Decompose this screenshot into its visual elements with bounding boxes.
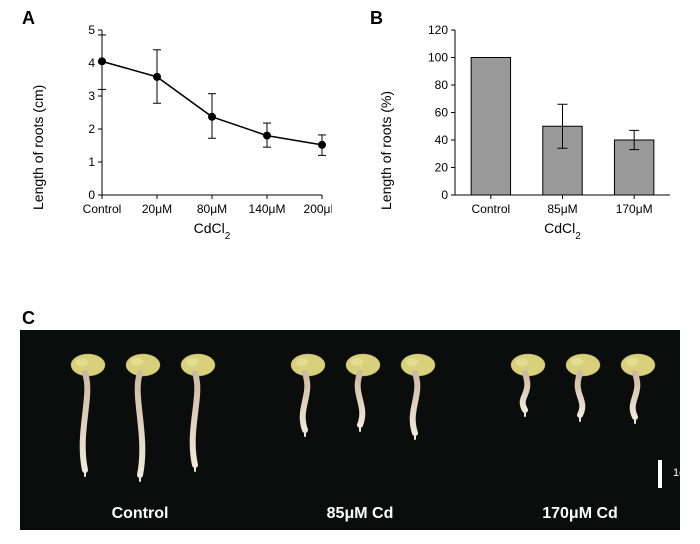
panel-c-group: 85μM Cd: [270, 345, 450, 490]
root-icon: [193, 373, 198, 465]
panel-a-xtick: 140μM: [249, 202, 286, 216]
seedling-svg: [270, 345, 450, 490]
panel-a-point: [153, 73, 161, 81]
panel-b-ytick: 60: [435, 106, 449, 120]
root-icon: [578, 373, 583, 415]
panel-a-ytick: 1: [88, 155, 95, 169]
panel-c-group: 170μM Cd: [490, 345, 670, 490]
panel-b-ytick: 80: [435, 78, 449, 92]
panel-c-photo: 1cm Control85μM Cd170μM Cd: [20, 330, 680, 530]
panel-a-ytick: 3: [88, 89, 95, 103]
panel-a-xtick: 200μM: [304, 202, 332, 216]
seed-icon: [126, 354, 160, 376]
panel-a-ytick: 5: [88, 23, 95, 37]
panel-b-label: B: [370, 8, 383, 29]
panel-b-xtick: 170μM: [616, 202, 653, 216]
root-icon: [303, 373, 308, 430]
seedling-svg: [50, 345, 230, 490]
panel-a-point: [98, 57, 106, 65]
panel-b-ylabel: Length of roots (%): [378, 91, 394, 210]
panel-b-ytick: 100: [428, 51, 448, 65]
panel-a-xtick: 20μM: [142, 202, 172, 216]
panel-b-xtick: Control: [471, 202, 510, 216]
panel-c-group: Control: [50, 345, 230, 490]
panel-b-xtick: 85μM: [547, 202, 577, 216]
panel-c-label: C: [22, 308, 35, 329]
panel-b-bar: [471, 58, 510, 196]
panel-a-point: [263, 132, 271, 140]
root-icon: [138, 373, 143, 475]
panel-a-chart: 0 1 2 3 4 5 Control 20μM 80μM 140μM 200μM CdCl2: [72, 20, 332, 250]
panel-c-group-label: Control: [50, 505, 230, 520]
panel-c-group-label: 170μM Cd: [490, 505, 670, 520]
panel-b-xlabel: CdCl2: [544, 220, 581, 242]
seedling-svg: [490, 345, 670, 490]
figure-root: A 0 1 2 3 4 5 Control 20μM 80μM 140μM 200μM CdCl2 L…: [0, 0, 700, 544]
seed-icon: [346, 354, 380, 376]
panel-b-svg: 0 20 40 60 80 100 120 Control 85μM 170μM CdCl2: [420, 20, 680, 250]
panel-a-svg: 0 1 2 3 4 5 Control 20μM 80μM 140μM 200μM CdCl2: [72, 20, 332, 250]
panel-a-xtick: 80μM: [197, 202, 227, 216]
root-icon: [358, 373, 363, 425]
panel-a-xlabel: CdCl2: [194, 220, 231, 242]
seed-icon: [566, 354, 600, 376]
panel-a-ytick: 4: [88, 56, 95, 70]
panel-a-xtick: Control: [83, 202, 122, 216]
root-icon: [633, 373, 638, 417]
panel-c-group-label: 85μM Cd: [270, 505, 450, 520]
scale-bar-label: 1cm: [673, 467, 700, 479]
panel-b-ytick: 120: [428, 23, 448, 37]
panel-a-ytick: 2: [88, 122, 95, 136]
root-icon: [523, 373, 528, 410]
panel-b-ytick: 40: [435, 133, 449, 147]
panel-a-point: [208, 113, 216, 121]
panel-b-ytick: 0: [441, 188, 448, 202]
panel-b-chart: 0 20 40 60 80 100 120 Control 85μM 170μM CdCl2: [420, 20, 680, 250]
panel-b-ytick: 20: [435, 161, 449, 175]
panel-a-ytick: 0: [88, 188, 95, 202]
root-icon: [83, 373, 88, 470]
root-icon: [413, 373, 418, 433]
panel-a-ylabel: Length of roots (cm): [30, 85, 46, 210]
panel-a-label: A: [22, 8, 35, 29]
panel-a-point: [318, 141, 326, 149]
